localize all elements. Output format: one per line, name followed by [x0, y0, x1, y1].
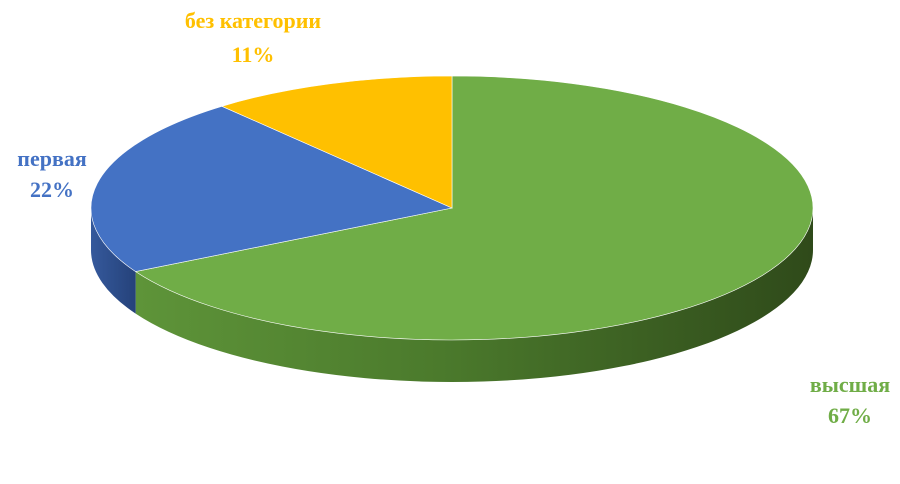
slice-label-value-без-категории: 11%: [232, 42, 275, 67]
pie-slice-первая: [90, 105, 453, 272]
slice-label-value-первая: 22%: [30, 177, 74, 202]
pie-side-высшая: [135, 208, 813, 383]
slice-label-name-высшая: высшая: [810, 372, 890, 397]
pie-top-faces: [90, 75, 814, 341]
pie-slice-без-категории: [221, 75, 453, 209]
pie-side-walls: [91, 208, 813, 383]
slice-label-value-высшая: 67%: [828, 403, 872, 428]
slice-label-name-без-категории: без категории: [185, 8, 322, 33]
pie-side-первая: [91, 208, 136, 314]
slice-label-name-первая: первая: [17, 146, 87, 171]
pie-slice-высшая: [134, 75, 814, 341]
